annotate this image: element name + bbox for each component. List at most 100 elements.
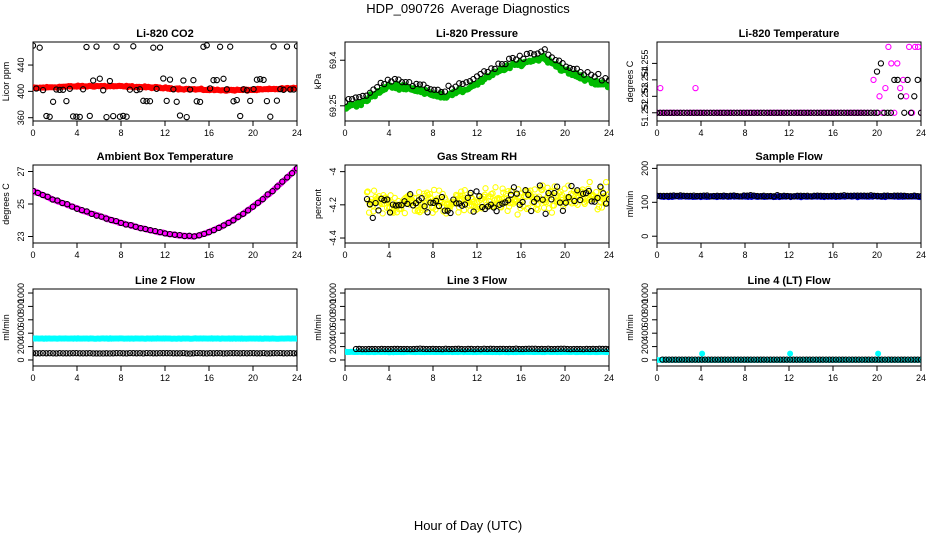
point-minute xyxy=(857,109,864,116)
point-minute xyxy=(854,192,861,199)
point-minute xyxy=(267,350,274,357)
x-tick-label: 20 xyxy=(560,250,570,260)
point-minute xyxy=(388,345,395,353)
point-minute xyxy=(487,345,494,352)
point-minute xyxy=(359,345,366,353)
point-average xyxy=(592,194,599,202)
x-tick-label: 24 xyxy=(604,250,614,260)
point-minute xyxy=(366,89,374,96)
x-tick-label: 0 xyxy=(30,373,35,383)
point-minute xyxy=(692,356,699,363)
point-minute xyxy=(436,345,443,353)
point-minute xyxy=(39,86,47,94)
point-minute xyxy=(509,345,517,353)
x-tick-label: 0 xyxy=(654,128,659,138)
point-minute xyxy=(545,51,552,58)
y-tick-label: 400 xyxy=(328,326,338,341)
point-minute xyxy=(884,192,891,199)
y-tick-label: 600 xyxy=(16,312,26,327)
point-minute xyxy=(670,192,677,199)
y-tick-label: 51.255 xyxy=(640,50,650,78)
point-minute xyxy=(877,60,885,67)
point-minute xyxy=(917,356,921,363)
point-minute xyxy=(83,350,90,357)
y-tick-label: 800 xyxy=(16,299,26,314)
point-minute xyxy=(827,109,834,116)
point-minute xyxy=(216,350,224,357)
point-minute xyxy=(814,192,821,199)
point-minute xyxy=(842,356,849,363)
x-tick-label: 12 xyxy=(472,128,482,138)
point-minute xyxy=(553,183,561,190)
point-minute xyxy=(536,182,544,189)
point-minute xyxy=(463,79,470,86)
point-minute xyxy=(793,356,800,363)
x-tick-label: 20 xyxy=(560,128,570,138)
point-average xyxy=(531,186,538,193)
point-minute xyxy=(868,356,876,363)
point-minute xyxy=(156,44,164,51)
point-minute xyxy=(468,345,475,353)
point-minute xyxy=(293,43,297,50)
point-minute xyxy=(814,109,821,116)
point-minute xyxy=(250,85,257,93)
point-average xyxy=(415,189,423,196)
point-minute xyxy=(500,345,507,353)
x-tick-label: 4 xyxy=(698,373,703,383)
x-tick-label: 8 xyxy=(430,128,435,138)
point-minute xyxy=(279,178,286,185)
point-average xyxy=(470,198,477,206)
point-minute xyxy=(54,197,61,204)
point-minute xyxy=(277,85,284,93)
y-tick-label: -4.2 xyxy=(328,197,338,213)
point-minute xyxy=(36,44,43,51)
point-minute xyxy=(754,192,761,200)
x-tick-label: 12 xyxy=(160,250,170,260)
point-minute xyxy=(513,56,520,63)
point-minute xyxy=(257,76,264,83)
point-minute xyxy=(809,356,817,363)
point-minute xyxy=(33,350,37,357)
point-minute xyxy=(744,356,751,363)
point-minute xyxy=(263,350,271,357)
point-minute xyxy=(824,192,831,200)
point-minute xyxy=(672,356,679,363)
point-minute xyxy=(597,183,604,190)
point-minute xyxy=(790,109,798,116)
point-minute xyxy=(59,86,67,93)
point-minute xyxy=(133,350,140,357)
point-average xyxy=(364,188,371,195)
x-tick-label: 24 xyxy=(916,250,926,260)
x-tick-label: 4 xyxy=(386,250,391,260)
point-minute xyxy=(509,54,516,62)
point-minute xyxy=(180,77,187,84)
point-minute xyxy=(556,199,564,206)
data-points xyxy=(363,178,609,222)
point-average xyxy=(598,204,606,211)
point-minute xyxy=(79,86,87,93)
x-tick-label: 20 xyxy=(248,373,258,383)
point-minute xyxy=(220,350,227,357)
point-minute xyxy=(717,192,724,200)
point-average xyxy=(586,178,593,186)
point-minute xyxy=(230,98,237,105)
point-minute xyxy=(477,345,485,353)
point-minute xyxy=(520,55,527,62)
point-minute xyxy=(687,109,694,116)
point-minute xyxy=(407,191,414,198)
point-minute xyxy=(432,345,440,353)
point-minute xyxy=(456,80,463,87)
y-tick-label: 400 xyxy=(16,84,26,99)
point-average xyxy=(914,43,921,51)
point-minute xyxy=(372,199,379,207)
plot-frame xyxy=(656,164,922,244)
y-tick-label: 27 xyxy=(16,166,26,176)
point-minute xyxy=(817,192,824,199)
point-minute xyxy=(53,350,60,357)
point-average xyxy=(551,183,558,190)
point-minute xyxy=(110,350,117,357)
point-minute xyxy=(810,192,818,199)
point-minute xyxy=(657,192,661,199)
point-minute xyxy=(754,356,761,363)
point-minute xyxy=(750,192,758,199)
